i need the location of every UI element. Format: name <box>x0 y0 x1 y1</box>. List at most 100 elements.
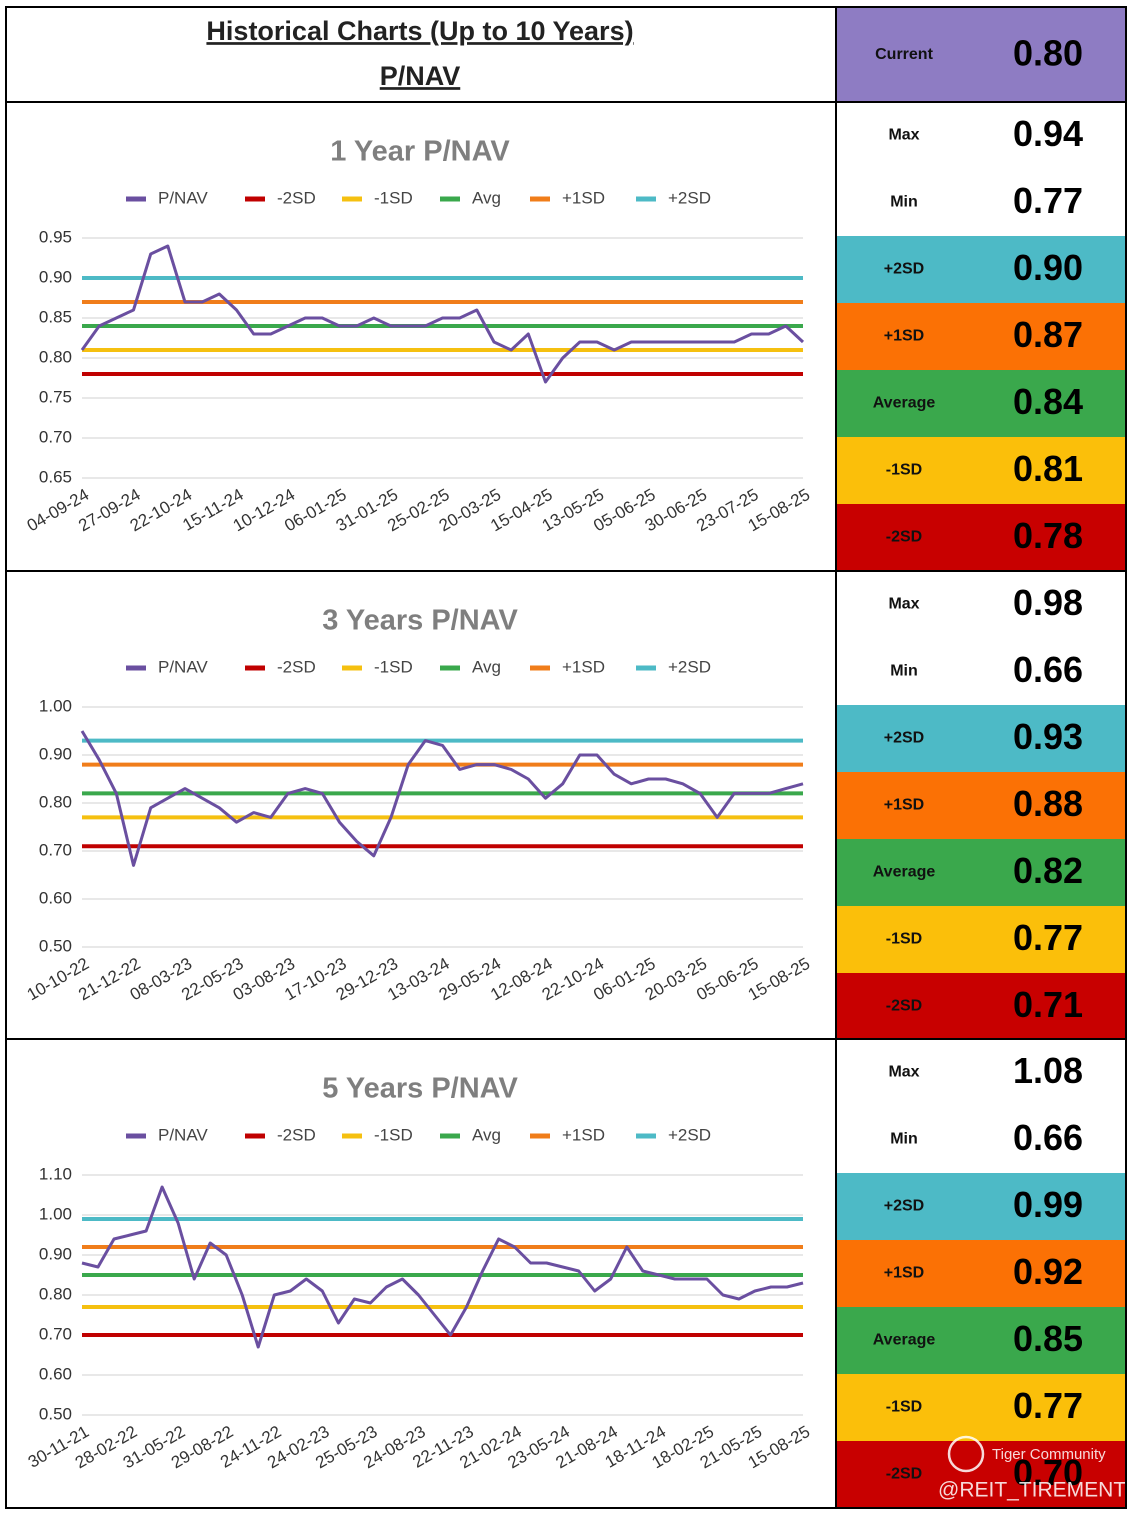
stat-label: -1SD <box>886 462 922 479</box>
borders <box>5 6 1127 1509</box>
stat-value: 0.85 <box>1013 1318 1083 1359</box>
stat-cell <box>836 370 1126 437</box>
data-line <box>81 1185 804 1349</box>
chart-title: 1 Year P/NAV <box>330 136 510 168</box>
stat-value: 0.81 <box>1013 448 1083 489</box>
stat-label: -2SD <box>886 529 922 546</box>
legend-label: +1SD <box>562 657 605 676</box>
stat-value: 0.77 <box>1013 180 1083 221</box>
y-tick-label: 0.60 <box>39 1364 72 1383</box>
stat-cell <box>836 504 1126 571</box>
stat-label: +1SD <box>884 1265 924 1282</box>
stat-value: 0.70 <box>1013 1452 1083 1493</box>
stat-cell <box>836 1173 1126 1240</box>
y-tick-label: 1.00 <box>39 696 72 715</box>
stat-label: Min <box>890 194 918 211</box>
header-title: Historical Charts (Up to 10 Years) <box>206 16 633 46</box>
stat-value: 0.98 <box>1013 582 1083 623</box>
stat-value: 0.87 <box>1013 314 1083 355</box>
y-tick-label: 0.70 <box>39 840 72 859</box>
stat-value: 0.92 <box>1013 1251 1083 1292</box>
header-subtitle: P/NAV <box>380 61 461 91</box>
chart-title: 5 Years P/NAV <box>322 1073 518 1105</box>
stat-value: 0.78 <box>1013 515 1083 556</box>
legend-label: -2SD <box>277 657 316 676</box>
y-tick-label: 0.60 <box>39 888 72 907</box>
stat-value: 0.93 <box>1013 716 1083 757</box>
y-tick-label: 0.65 <box>39 467 72 486</box>
stat-cell <box>836 772 1126 839</box>
y-tick-label: 0.70 <box>39 1324 72 1343</box>
stat-label: +1SD <box>884 797 924 814</box>
stat-cell <box>836 638 1126 705</box>
current-value: 0.80 <box>1013 33 1083 74</box>
y-tick-label: 1.10 <box>39 1164 72 1183</box>
stat-label: +2SD <box>884 1198 924 1215</box>
stat-label: Average <box>873 395 936 412</box>
current-label: Current <box>875 46 933 63</box>
legend-label: +2SD <box>668 188 711 207</box>
legend-label: -2SD <box>277 188 316 207</box>
legend-label: -2SD <box>277 1125 316 1144</box>
stat-value: 0.99 <box>1013 1184 1083 1225</box>
legend-label: P/NAV <box>158 657 208 676</box>
y-tick-label: 0.80 <box>39 792 72 811</box>
stat-cell <box>836 906 1126 973</box>
stat-value: 0.77 <box>1013 917 1083 958</box>
stat-label: -2SD <box>886 1466 922 1483</box>
stat-label: -1SD <box>886 1399 922 1416</box>
stat-cell <box>836 839 1126 906</box>
y-tick-label: 0.50 <box>39 1404 72 1423</box>
legend-label: Avg <box>472 1125 501 1144</box>
data-line <box>80 244 805 384</box>
legend-label: -1SD <box>374 188 413 207</box>
y-tick-label: 0.75 <box>39 387 72 406</box>
stat-value: 0.71 <box>1013 984 1083 1025</box>
watermark-icon <box>947 1435 985 1473</box>
stat-label: Min <box>890 1131 918 1148</box>
stat-label: +1SD <box>884 328 924 345</box>
legend-label: P/NAV <box>158 188 208 207</box>
stat-label: Average <box>873 1332 936 1349</box>
legend-label: Avg <box>472 188 501 207</box>
y-tick-label: 0.90 <box>39 267 72 286</box>
stat-cell <box>836 236 1126 303</box>
watermark-text: Tiger Community <box>992 1446 1106 1463</box>
chart-title: 3 Years P/NAV <box>322 605 518 637</box>
y-tick-label: 0.80 <box>39 347 72 366</box>
stat-cell <box>836 1307 1126 1374</box>
stat-cell <box>836 1441 1126 1508</box>
y-tick-label: 0.70 <box>39 427 72 446</box>
stat-value: 0.88 <box>1013 783 1083 824</box>
y-tick-label: 0.80 <box>39 1284 72 1303</box>
stat-value: 0.66 <box>1013 649 1083 690</box>
y-tick-label: 0.95 <box>39 227 72 246</box>
stat-label: -2SD <box>886 998 922 1015</box>
current-cell <box>836 7 1126 102</box>
outer-border <box>5 6 1127 1509</box>
stat-cell <box>836 1039 1126 1106</box>
stat-label: Max <box>888 127 919 144</box>
y-tick-label: 0.50 <box>39 936 72 955</box>
legend-label: +1SD <box>562 1125 605 1144</box>
stat-cell <box>836 169 1126 236</box>
stat-cell <box>836 571 1126 638</box>
legend-label: +2SD <box>668 1125 711 1144</box>
stat-label: Min <box>890 663 918 680</box>
stat-cell <box>836 1374 1126 1441</box>
stat-value: 0.90 <box>1013 247 1083 288</box>
stat-cell <box>836 1106 1126 1173</box>
stat-cell <box>836 1240 1126 1307</box>
legend-label: P/NAV <box>158 1125 208 1144</box>
watermark-handle: @REIT_TIREMENT <box>938 1479 1126 1502</box>
stat-cell <box>836 705 1126 772</box>
y-tick-label: 0.85 <box>39 307 72 326</box>
stat-cell <box>836 303 1126 370</box>
legend-label: -1SD <box>374 1125 413 1144</box>
stat-value: 0.77 <box>1013 1385 1083 1426</box>
stat-label: +2SD <box>884 730 924 747</box>
legend-label: +1SD <box>562 188 605 207</box>
stat-label: Max <box>888 1064 919 1081</box>
stat-label: +2SD <box>884 261 924 278</box>
stat-cell <box>836 973 1126 1040</box>
